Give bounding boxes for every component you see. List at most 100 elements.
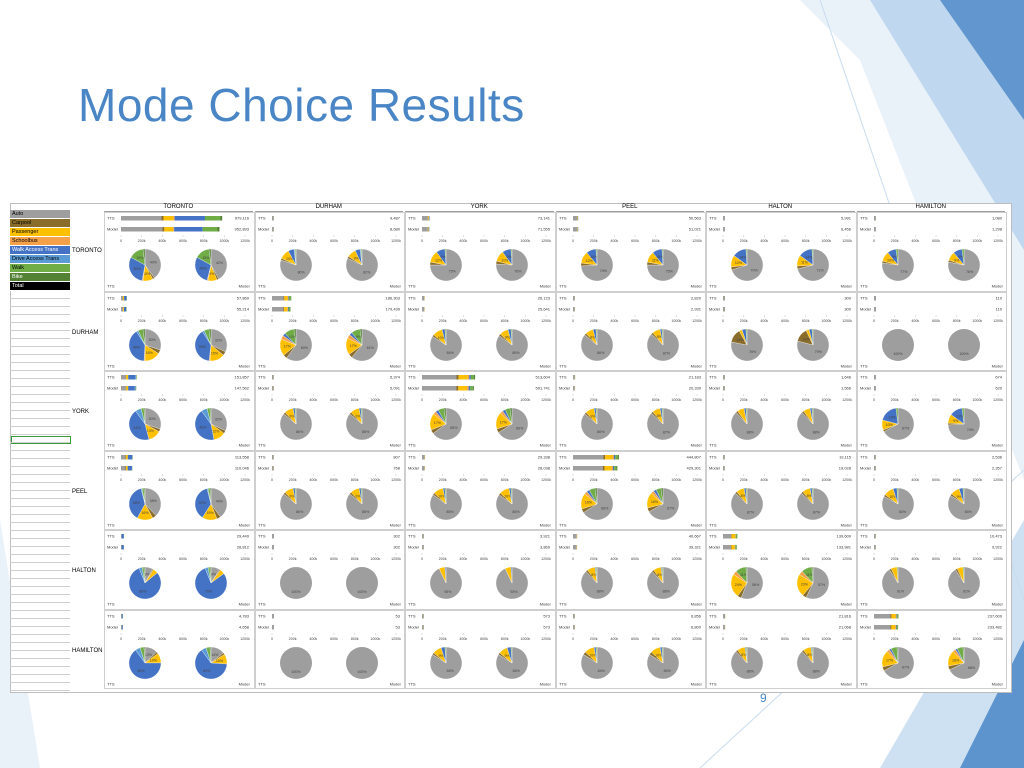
pie-slice	[595, 566, 597, 584]
axis-tick-label: 1000k	[972, 557, 982, 561]
pie-slice	[345, 248, 378, 282]
axis-tick-label: 1000k	[520, 478, 530, 482]
pie-slice-label: 42%	[216, 261, 224, 265]
pie-slice	[796, 328, 830, 361]
series-label: Model	[559, 386, 570, 391]
pie-label: TTS	[107, 284, 115, 289]
pie-slice-label: 13%	[145, 653, 153, 657]
column-header: HALTON	[706, 203, 855, 212]
bar-segment	[603, 465, 612, 470]
pie-slice	[509, 407, 513, 425]
pie-slice	[646, 646, 679, 679]
od-cell: TTS 26,123 Model 25,641 0 200k 400k 600k 800k 100…	[405, 291, 556, 371]
axis-tick-label: 0	[120, 478, 122, 482]
axis-tick-label: 1200k	[692, 319, 702, 323]
pie-label: Model	[841, 363, 852, 368]
pie-slice	[144, 487, 162, 516]
od-cell-chart: TTS 186,303 Model 179,439 0 200k 400k 600k 800k 1…	[258, 295, 401, 368]
bar-value-label: 21,816	[839, 613, 852, 618]
series-label: TTS	[258, 375, 266, 380]
series-label: Model	[408, 306, 419, 311]
bar-segment	[572, 386, 575, 391]
axis-tick-label: 600k	[631, 637, 639, 641]
series-label: TTS	[709, 613, 717, 618]
pie-slice-label: 87%	[662, 351, 670, 355]
axis-tick-label: 1000k	[972, 478, 982, 482]
axis-tick-label: 600k	[781, 398, 789, 402]
pie-slice	[293, 328, 296, 345]
bar-value-label: 53	[395, 613, 400, 618]
bar-value-label: 28,812	[237, 545, 250, 550]
pie-slice-label: 10%	[438, 494, 446, 498]
bar-segment	[422, 306, 425, 311]
od-cell: TTS 139,609 Model 133,981 0 200k 400k 600k 800k 1…	[706, 530, 857, 610]
column-header: PEEL	[555, 203, 704, 212]
axis-tick-label: 400k	[760, 319, 768, 323]
pie-label: TTS	[559, 602, 567, 607]
bar-segment	[422, 386, 457, 391]
pie-label: TTS	[860, 681, 868, 686]
bar-value-label: 21,183	[688, 375, 701, 380]
od-cell-chart: TTS 9,487 Model 8,680 0 200k 400k 600k 800k 1000k…	[258, 216, 401, 289]
bar-segment	[283, 295, 288, 300]
series-label: Model	[559, 227, 570, 232]
bar-value-label: 133,981	[837, 545, 852, 550]
pie-slice	[443, 407, 447, 425]
pie-label: Model	[690, 681, 701, 686]
axis-tick-label: 600k	[480, 557, 488, 561]
pie-slice-label: 8%	[656, 414, 662, 418]
pie-slice-label: 57%	[818, 583, 826, 587]
axis-tick-label: 600k	[179, 478, 187, 482]
pie-slice	[962, 646, 964, 663]
bar-value-label: 57,869	[237, 295, 250, 300]
pie-slice-label: 8%	[741, 494, 747, 498]
pie-slice-label: 9%	[355, 414, 361, 418]
bar-segment	[123, 306, 127, 311]
series-label: TTS	[258, 454, 266, 459]
bar-value-label: 10,473	[989, 534, 1002, 539]
series-label: TTS	[709, 216, 717, 221]
pie-slice-label: 9%	[355, 494, 361, 498]
bar-segment	[723, 534, 732, 539]
bar-value-label: 40,667	[688, 534, 701, 539]
sheet-row-line	[10, 450, 70, 459]
pie-label: TTS	[258, 522, 266, 527]
pie-slice-label: 82%	[363, 271, 371, 275]
bar-segment	[572, 545, 577, 550]
bar-value-label: 429,301	[686, 465, 701, 470]
series-label: TTS	[107, 295, 115, 300]
pie-slice-label: 10%	[285, 257, 293, 261]
od-cell: TTS 21,183 Model 20,339 0 200k 400k 600k 800k 100…	[555, 371, 706, 451]
sheet-row-line	[10, 602, 70, 611]
od-cell-chart: TTS 444,807 Model 429,301 0 200k 400k 600k 800k 1…	[559, 454, 702, 527]
pie-label: Model	[540, 363, 551, 368]
bar-segment	[422, 465, 425, 470]
bar-segment	[572, 227, 577, 232]
axis-tick-label: 800k	[501, 319, 509, 323]
pie-slice-label: 88%	[747, 430, 755, 434]
axis-tick-label: 600k	[781, 478, 789, 482]
legend-entry: Drive Access Trans	[10, 255, 70, 264]
bar-segment	[126, 375, 129, 380]
axis-tick-label: 400k	[610, 319, 618, 323]
bar-segment	[422, 375, 457, 380]
pie-slice-label: 79%	[205, 590, 213, 594]
pie-label: Model	[991, 681, 1002, 686]
od-cell-chart: TTS 237,609 Model 233,482 0 200k 400k 600k 800k 1…	[860, 613, 1003, 686]
pie-slice-label: 66%	[601, 506, 609, 510]
bar-value-label: 5,091	[389, 386, 400, 391]
bar-segment	[288, 306, 290, 311]
axis-tick-label: 1200k	[541, 398, 551, 402]
sheet-row-line	[10, 402, 70, 411]
bar-segment	[723, 375, 725, 380]
axis-tick-label: 1000k	[370, 637, 380, 641]
pie-slice-label: 100%	[291, 670, 301, 674]
bar-value-label: 2,357	[991, 465, 1002, 470]
pie-label: TTS	[860, 284, 868, 289]
pie-slice	[360, 487, 362, 504]
column-header: HAMILTON	[856, 203, 1005, 212]
pie-slice	[143, 646, 146, 663]
pie-label: Model	[690, 443, 701, 448]
axis-tick-label: 200k	[740, 557, 748, 561]
sheet-row-line	[10, 514, 70, 523]
